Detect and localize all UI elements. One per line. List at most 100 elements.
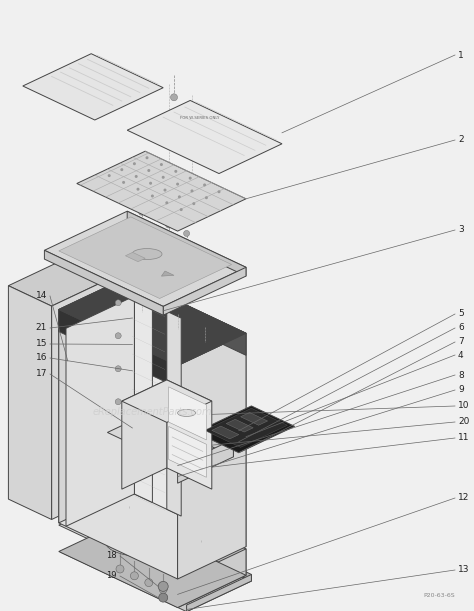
Circle shape (159, 585, 167, 593)
Circle shape (115, 366, 121, 371)
Polygon shape (226, 419, 253, 432)
Circle shape (191, 189, 193, 192)
Polygon shape (178, 333, 246, 579)
Polygon shape (169, 387, 206, 440)
Polygon shape (59, 277, 246, 365)
Circle shape (151, 194, 154, 197)
Text: 5: 5 (458, 310, 464, 318)
Text: 4: 4 (458, 351, 464, 359)
Text: 6: 6 (458, 323, 464, 332)
Text: 2: 2 (458, 136, 464, 144)
Text: FOR W-SERIES ONLY: FOR W-SERIES ONLY (180, 116, 219, 120)
Ellipse shape (111, 530, 190, 555)
Text: P20-63-6S: P20-63-6S (423, 593, 455, 598)
Polygon shape (45, 251, 163, 315)
Circle shape (145, 579, 153, 587)
Ellipse shape (106, 527, 196, 557)
Circle shape (147, 169, 150, 172)
Polygon shape (135, 296, 153, 502)
Circle shape (153, 121, 159, 127)
Circle shape (133, 162, 136, 165)
Polygon shape (196, 406, 295, 453)
Polygon shape (122, 380, 212, 422)
Polygon shape (163, 267, 246, 315)
Ellipse shape (178, 409, 196, 417)
Circle shape (115, 399, 121, 404)
Text: 10: 10 (458, 401, 470, 411)
Circle shape (178, 196, 181, 199)
Ellipse shape (160, 435, 170, 439)
Circle shape (192, 202, 195, 205)
Circle shape (149, 181, 152, 185)
Circle shape (176, 183, 179, 186)
Text: 16: 16 (36, 354, 47, 362)
Polygon shape (241, 412, 268, 425)
Text: 14: 14 (36, 291, 47, 301)
Circle shape (218, 190, 220, 193)
Polygon shape (59, 277, 246, 365)
Ellipse shape (134, 426, 196, 448)
Polygon shape (127, 493, 246, 576)
Polygon shape (126, 252, 145, 262)
Polygon shape (23, 54, 163, 120)
Circle shape (130, 572, 138, 580)
Circle shape (159, 593, 168, 602)
Polygon shape (59, 277, 127, 523)
Polygon shape (9, 254, 120, 306)
Circle shape (120, 168, 123, 171)
Polygon shape (61, 522, 251, 611)
Polygon shape (77, 151, 246, 231)
Polygon shape (45, 211, 246, 306)
Text: 8: 8 (458, 370, 464, 379)
Polygon shape (205, 408, 287, 447)
Ellipse shape (132, 249, 162, 260)
Text: 9: 9 (458, 386, 464, 395)
Polygon shape (52, 274, 120, 519)
Polygon shape (162, 271, 174, 276)
Polygon shape (77, 254, 120, 487)
Text: 1: 1 (458, 51, 464, 59)
Polygon shape (59, 217, 232, 299)
Text: 13: 13 (458, 566, 470, 574)
Polygon shape (187, 574, 251, 611)
Circle shape (146, 156, 148, 159)
Polygon shape (59, 310, 178, 387)
Polygon shape (108, 406, 233, 466)
Circle shape (122, 181, 125, 184)
Polygon shape (59, 519, 246, 607)
Circle shape (171, 94, 177, 101)
Circle shape (160, 163, 163, 166)
Circle shape (108, 174, 111, 177)
Polygon shape (59, 493, 246, 581)
Polygon shape (127, 277, 246, 356)
Text: 17: 17 (36, 370, 47, 378)
Circle shape (137, 188, 139, 191)
Circle shape (189, 177, 191, 180)
Text: 15: 15 (36, 340, 47, 348)
Circle shape (205, 196, 208, 199)
Circle shape (174, 170, 177, 173)
Polygon shape (9, 286, 52, 519)
Circle shape (135, 175, 138, 178)
Text: 18: 18 (106, 552, 117, 560)
Polygon shape (59, 310, 178, 579)
Polygon shape (127, 100, 282, 174)
Circle shape (158, 582, 168, 591)
Text: 11: 11 (458, 433, 470, 442)
Text: 3: 3 (458, 225, 464, 235)
Polygon shape (122, 380, 167, 489)
Text: 21: 21 (36, 323, 47, 332)
Circle shape (164, 189, 166, 192)
Polygon shape (178, 549, 246, 607)
Circle shape (138, 209, 145, 215)
Polygon shape (66, 296, 135, 526)
Text: 20: 20 (458, 417, 469, 426)
Circle shape (183, 230, 190, 236)
Text: eReplacementParts.com: eReplacementParts.com (92, 407, 212, 417)
Polygon shape (127, 211, 246, 276)
Polygon shape (178, 439, 233, 483)
Circle shape (115, 300, 121, 306)
Polygon shape (126, 515, 251, 581)
Circle shape (165, 222, 172, 228)
Polygon shape (169, 426, 206, 477)
